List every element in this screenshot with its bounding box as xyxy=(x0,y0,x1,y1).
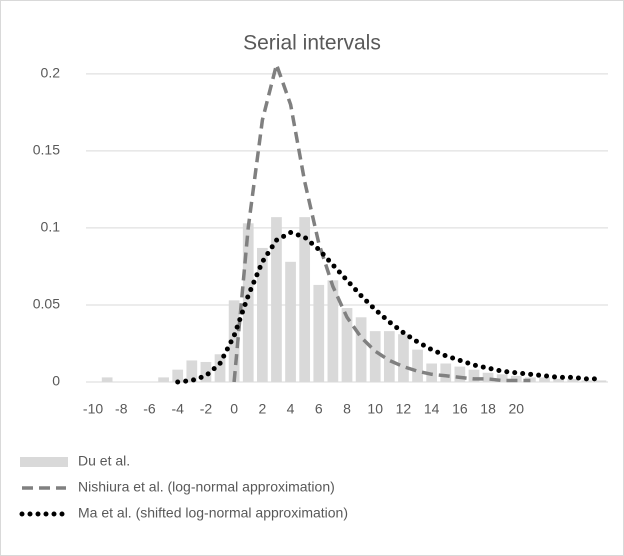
bar xyxy=(228,300,240,382)
y-tick-label: 0.2 xyxy=(41,65,61,81)
bar xyxy=(595,380,607,382)
bar xyxy=(313,284,325,382)
legend-swatch xyxy=(20,457,68,467)
bar xyxy=(525,377,536,382)
bar xyxy=(172,369,184,382)
y-tick-label: 0 xyxy=(52,373,60,389)
bar xyxy=(383,331,395,382)
bar xyxy=(158,377,169,382)
x-tick-label: 8 xyxy=(343,401,351,417)
bar xyxy=(200,361,212,382)
x-tick-label: 14 xyxy=(424,401,440,417)
legend-label: Ma et al. (shifted log-normal approximat… xyxy=(78,505,348,521)
chart-title: Serial intervals xyxy=(243,32,381,55)
x-tick-label: 20 xyxy=(509,401,525,417)
x-tick-label: -4 xyxy=(171,401,184,417)
line xyxy=(232,58,531,383)
bar xyxy=(553,378,564,382)
x-tick-label: -8 xyxy=(115,401,128,417)
x-tick-label: 18 xyxy=(480,401,496,417)
bar xyxy=(482,372,494,382)
bar xyxy=(341,308,353,382)
bar xyxy=(355,317,367,382)
bar xyxy=(454,366,466,382)
bar xyxy=(398,334,409,382)
bar xyxy=(256,247,268,382)
y-tick-label: 0.15 xyxy=(33,142,60,158)
bar xyxy=(440,363,452,382)
bar xyxy=(539,377,550,382)
bar xyxy=(186,360,198,382)
x-tick-label: 6 xyxy=(315,401,323,417)
x-tick-label: 0 xyxy=(230,401,238,417)
bar xyxy=(242,223,254,382)
legend-label: Du et al. xyxy=(78,453,130,469)
bar xyxy=(214,354,226,382)
bar xyxy=(567,378,579,382)
x-tick-label: -6 xyxy=(143,401,156,417)
x-tick-label: 4 xyxy=(287,401,295,417)
bar xyxy=(299,217,311,382)
bar xyxy=(327,280,339,382)
bar xyxy=(271,217,282,382)
x-tick-label: -10 xyxy=(83,401,103,417)
bar xyxy=(468,369,480,382)
x-tick-label: 10 xyxy=(367,401,383,417)
bar xyxy=(412,349,423,382)
y-tick-label: 0.05 xyxy=(33,296,60,312)
x-tick-label: -2 xyxy=(200,401,213,417)
y-tick-label: 0.1 xyxy=(41,219,61,235)
legend-label: Nishiura et al. (log-normal approximatio… xyxy=(78,479,335,495)
x-tick-label: 12 xyxy=(396,401,412,417)
x-tick-label: 16 xyxy=(452,401,468,417)
bar xyxy=(496,374,508,382)
bar xyxy=(285,261,296,382)
bar xyxy=(101,377,113,382)
x-tick-label: 2 xyxy=(258,401,266,417)
bar xyxy=(369,331,381,382)
line xyxy=(175,229,604,385)
